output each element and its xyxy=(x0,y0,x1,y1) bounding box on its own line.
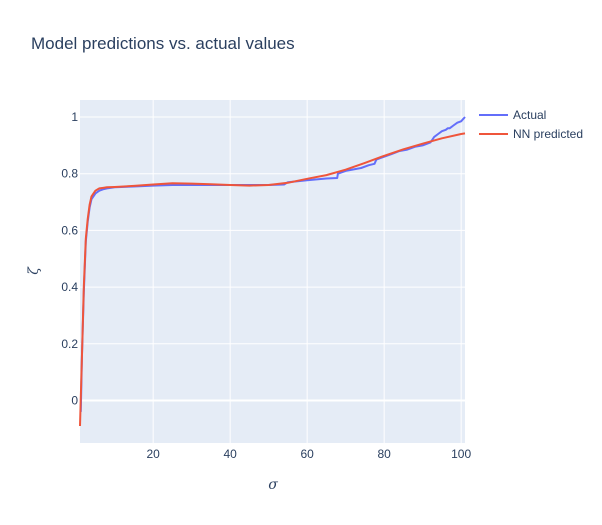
x-tick-label: 80 xyxy=(377,447,391,461)
x-tick-label: 100 xyxy=(451,447,471,461)
x-tick-label: 40 xyxy=(223,447,237,461)
y-tick-label: 0.6 xyxy=(61,223,78,237)
y-tick-label: 1 xyxy=(71,110,78,124)
y-tick-label: 0.2 xyxy=(61,337,78,351)
series-line-actual xyxy=(79,116,466,412)
y-axis-title: ζ xyxy=(26,266,42,275)
y-tick-labels: 0 0.2 0.4 0.6 0.8 1 xyxy=(61,110,78,407)
y-tick-label: 0.8 xyxy=(61,167,78,181)
series-line-nn-predicted xyxy=(79,132,466,427)
x-axis-title: σ xyxy=(268,477,278,493)
x-tick-label: 20 xyxy=(146,447,160,461)
plot-background xyxy=(80,100,465,443)
y-tick-label: 0 xyxy=(71,393,78,407)
y-tick-label: 0.4 xyxy=(61,280,78,294)
legend-label-nn-predicted: NN predicted xyxy=(513,127,583,141)
x-tick-label: 60 xyxy=(300,447,314,461)
grid-lines xyxy=(80,100,465,443)
x-tick-labels: 20 40 60 80 100 xyxy=(146,447,471,461)
legend: Actual NN predicted xyxy=(479,108,583,141)
chart-title: Model predictions vs. actual values xyxy=(31,34,295,53)
legend-label-actual: Actual xyxy=(513,108,546,122)
series-layer xyxy=(79,116,466,427)
